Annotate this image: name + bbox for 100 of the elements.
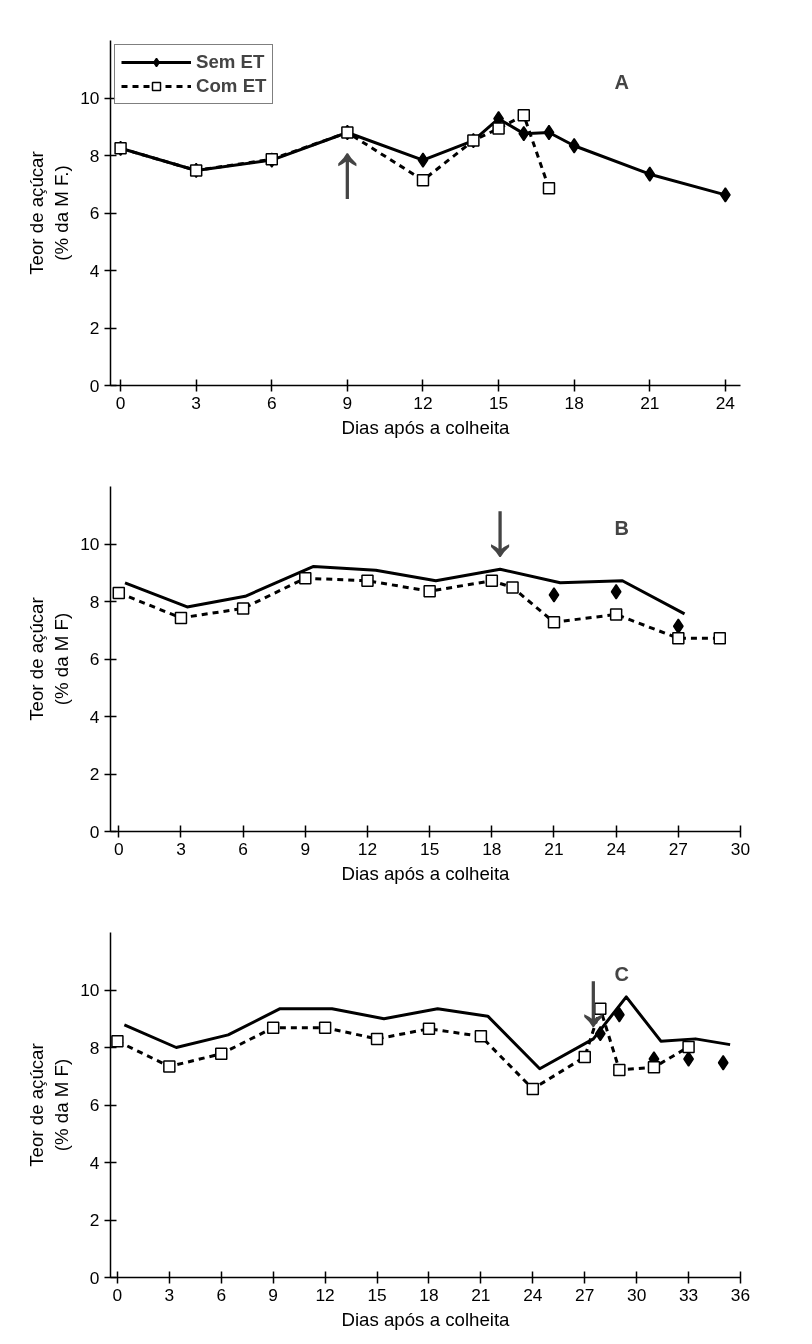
point xyxy=(370,1032,384,1046)
point xyxy=(506,581,519,594)
point xyxy=(647,1061,661,1074)
y-tick-label: 10 xyxy=(80,88,100,108)
point xyxy=(542,182,556,195)
x-tick-label: 21 xyxy=(471,1284,491,1305)
point xyxy=(492,122,505,135)
point xyxy=(111,1034,124,1048)
point xyxy=(613,1063,626,1077)
point xyxy=(547,615,561,629)
y-tick-label: 2 xyxy=(89,318,100,338)
point xyxy=(594,1025,606,1042)
annotation: ↑ xyxy=(328,126,367,213)
annotation: ↓ xyxy=(574,954,613,1041)
x-tick-label: 12 xyxy=(357,838,378,859)
x-tick-label: 21 xyxy=(640,392,660,413)
y-axis-title: Teor de açúcar (% da M F) xyxy=(26,597,73,721)
point xyxy=(568,137,580,154)
y-tick-label: 8 xyxy=(89,145,100,166)
legend-label: Com ET xyxy=(196,75,267,97)
x-axis-title: Dias após a colheita xyxy=(341,416,511,438)
point xyxy=(416,173,430,187)
y-tick-label: 10 xyxy=(80,980,100,1000)
x-tick-label: 36 xyxy=(730,1284,751,1305)
x-tick-label: 15 xyxy=(488,392,509,413)
y-tick-label: 6 xyxy=(89,649,100,669)
y-tick-label: 6 xyxy=(89,203,100,223)
annotation: C xyxy=(614,962,629,985)
point xyxy=(112,586,126,600)
point xyxy=(266,1021,280,1034)
annotation: A xyxy=(614,70,629,93)
x-tick-label: 0 xyxy=(112,1284,123,1305)
y-axis-title: Teor de açúcar (% da M F) xyxy=(26,1043,73,1167)
point xyxy=(423,584,436,598)
x-tick-label: 9 xyxy=(342,392,353,413)
y-tick-label: 0 xyxy=(89,375,100,396)
annotation: B xyxy=(614,516,629,539)
line-series xyxy=(123,564,687,616)
point xyxy=(517,109,531,122)
x-tick-label: 21 xyxy=(544,838,564,859)
x-tick-label: 18 xyxy=(482,838,502,859)
x-tick-label: 24 xyxy=(715,392,736,413)
y-tick-label: 6 xyxy=(89,1095,100,1115)
x-tick-label: 0 xyxy=(115,392,126,413)
x-tick-label: 33 xyxy=(678,1284,699,1305)
x-tick-label: 6 xyxy=(238,838,248,859)
x-tick-label: 9 xyxy=(300,838,311,859)
x-axis-title: Dias após a colheita xyxy=(341,862,511,884)
x-tick-label: 9 xyxy=(268,1284,279,1305)
point xyxy=(318,1021,332,1034)
x-tick-label: 6 xyxy=(216,1284,227,1305)
x-tick-label: 24 xyxy=(606,838,627,859)
y-tick-label: 4 xyxy=(89,1152,100,1173)
point xyxy=(610,583,622,600)
point xyxy=(613,1006,625,1023)
y-tick-label: 4 xyxy=(89,706,100,727)
x-tick-label: 6 xyxy=(266,392,277,413)
x-tick-label: 30 xyxy=(627,1284,647,1305)
x-tick-label: 3 xyxy=(164,1284,175,1305)
x-tick-label: 24 xyxy=(523,1284,543,1305)
point xyxy=(609,608,623,621)
point xyxy=(717,1054,729,1071)
point xyxy=(163,1060,176,1073)
point xyxy=(422,1022,436,1036)
y-tick-label: 2 xyxy=(89,764,100,784)
point xyxy=(485,574,499,588)
point xyxy=(361,574,374,588)
annotation: ↓ xyxy=(480,485,520,572)
point xyxy=(682,1040,695,1054)
point xyxy=(578,1050,591,1064)
x-axis-title: Dias após a colheita xyxy=(341,1308,511,1330)
x-tick-label: 3 xyxy=(191,392,201,413)
y-tick-label: 8 xyxy=(89,591,100,612)
point xyxy=(174,611,188,625)
x-tick-label: 15 xyxy=(367,1284,387,1305)
point xyxy=(417,152,429,168)
point xyxy=(672,632,685,645)
y-tick-label: 10 xyxy=(80,534,100,554)
point xyxy=(215,1047,228,1061)
y-axis-title: Teor de açúcar (% da M F.) xyxy=(26,151,73,275)
x-tick-label: 27 xyxy=(668,838,688,859)
point xyxy=(672,618,684,634)
point xyxy=(236,602,250,615)
point xyxy=(299,571,312,585)
y-tick-label: 2 xyxy=(89,1210,100,1230)
y-tick-label: 8 xyxy=(89,1037,100,1058)
x-tick-label: 18 xyxy=(419,1284,439,1305)
x-tick-label: 18 xyxy=(564,392,584,413)
y-tick-label: 0 xyxy=(89,1267,100,1288)
legend-label: Sem ET xyxy=(196,51,265,73)
point xyxy=(644,166,656,182)
x-tick-label: 12 xyxy=(413,392,433,413)
point xyxy=(548,587,560,603)
x-tick-label: 27 xyxy=(575,1284,595,1305)
point xyxy=(543,124,555,141)
x-tick-label: 3 xyxy=(176,838,186,859)
point xyxy=(474,1030,488,1043)
point xyxy=(713,632,727,645)
x-tick-label: 12 xyxy=(315,1284,335,1305)
x-tick-label: 0 xyxy=(113,838,124,859)
